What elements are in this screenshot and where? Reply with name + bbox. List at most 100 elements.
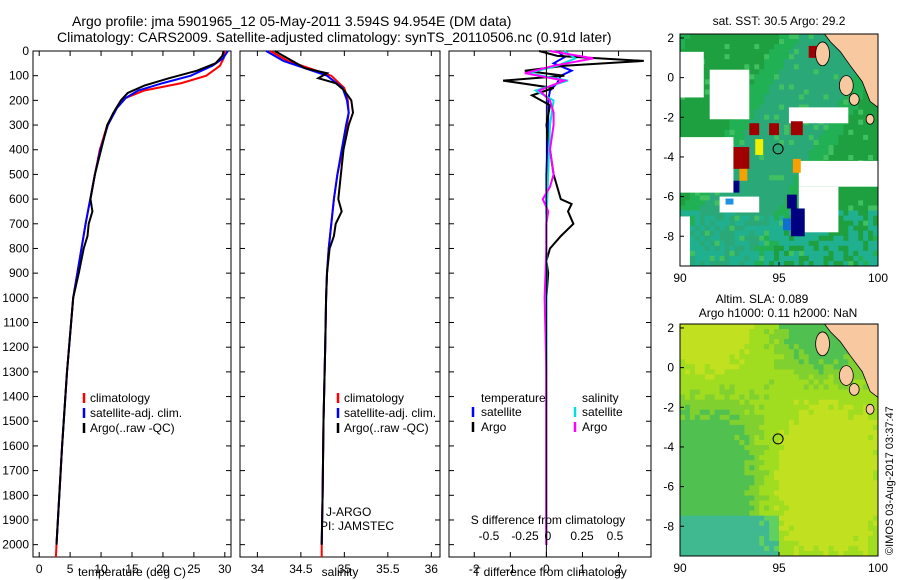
map-cell [774, 195, 780, 201]
map-cell [685, 339, 691, 345]
map-cell [803, 429, 810, 436]
map-cell [813, 374, 820, 380]
map-cell [838, 185, 844, 191]
map-cell [749, 455, 755, 461]
x-tick-label: -1 [505, 562, 516, 576]
map-cell [724, 190, 730, 196]
map-cell [764, 520, 770, 527]
map-cell [848, 455, 854, 461]
float-position-marker [772, 433, 784, 445]
map-cell [704, 545, 711, 552]
map-cell [818, 470, 825, 476]
map-cell [689, 129, 696, 136]
map-cell [808, 145, 815, 151]
map-cell [803, 74, 810, 80]
map-cell [685, 480, 691, 486]
map-cell [714, 210, 721, 217]
map-cell [685, 354, 691, 360]
y-tick-label: 2000 [2, 538, 29, 552]
map-cell [823, 64, 829, 70]
y-tick-label: 0 [667, 361, 674, 375]
map-cell [858, 409, 864, 416]
map-cell [843, 525, 849, 532]
map-cell [793, 255, 800, 262]
map-cell [798, 424, 805, 431]
map-cell [803, 460, 810, 466]
map-cell [759, 450, 765, 456]
map-cell [853, 445, 859, 451]
map-cell [818, 490, 825, 496]
map-cell [699, 460, 706, 466]
map-cell [749, 34, 755, 40]
map-cell [774, 104, 780, 111]
map-cell [774, 220, 780, 227]
map-cell [714, 475, 721, 481]
map-cell [704, 419, 711, 426]
map-cell [788, 525, 795, 532]
map-cell [788, 399, 795, 406]
map-cell [813, 359, 820, 365]
map-cell [754, 394, 760, 401]
map-cell [813, 59, 820, 65]
map-cell [719, 349, 726, 355]
no-data-area [798, 186, 839, 233]
map-cell [729, 414, 735, 421]
map-cell [833, 59, 839, 65]
map-cell [754, 235, 760, 242]
y-tick-label: -4 [663, 440, 674, 454]
map-cell [853, 150, 859, 156]
map-cell [729, 59, 735, 65]
map-cell [838, 450, 844, 456]
map-cell [734, 245, 740, 252]
x-tick-label: 100 [868, 271, 888, 285]
map-cell [813, 470, 820, 476]
y-tick-label: 1900 [2, 513, 29, 527]
map-cell [838, 399, 844, 406]
map-cell [699, 394, 706, 401]
map-cell [784, 74, 790, 80]
map-cell [858, 195, 864, 201]
map-cell [744, 215, 750, 222]
map-cell [719, 540, 726, 547]
map-cell [754, 89, 760, 96]
map-cell [685, 424, 691, 431]
map-cell [714, 450, 721, 456]
map-cell [754, 384, 760, 391]
map-cell [779, 409, 785, 416]
map-cell [704, 414, 711, 421]
map-cell [694, 324, 701, 330]
map-cell [764, 114, 770, 121]
map-cell [699, 215, 706, 222]
map-cell [784, 195, 790, 201]
map-cell [689, 480, 696, 486]
map-cell [803, 435, 810, 441]
map-cell [853, 124, 859, 131]
map-cell [774, 535, 780, 542]
map-cell [873, 134, 878, 141]
map-cell [818, 465, 825, 471]
map-cell [833, 460, 839, 466]
map-cell [843, 414, 849, 421]
map-cell [764, 369, 770, 375]
map-cell [699, 245, 706, 252]
map-cell [784, 349, 790, 355]
map-cell [704, 495, 711, 502]
map-cell [734, 354, 740, 360]
map-cell [798, 475, 805, 481]
map-cell [784, 404, 790, 411]
map-cell [764, 261, 770, 266]
map-cell [784, 210, 790, 217]
map-cell [769, 175, 775, 181]
legend-label: satellite [582, 405, 623, 419]
map-cell [685, 129, 691, 136]
map-cell [788, 545, 795, 552]
map-cell [793, 145, 800, 151]
map-cell [813, 145, 820, 151]
map-cell [774, 160, 780, 166]
map-cell [833, 545, 839, 552]
map-cell [699, 329, 706, 335]
map-cell [754, 190, 760, 196]
map-cell [754, 450, 760, 456]
map-cell [813, 490, 820, 496]
map-cell [853, 455, 859, 461]
